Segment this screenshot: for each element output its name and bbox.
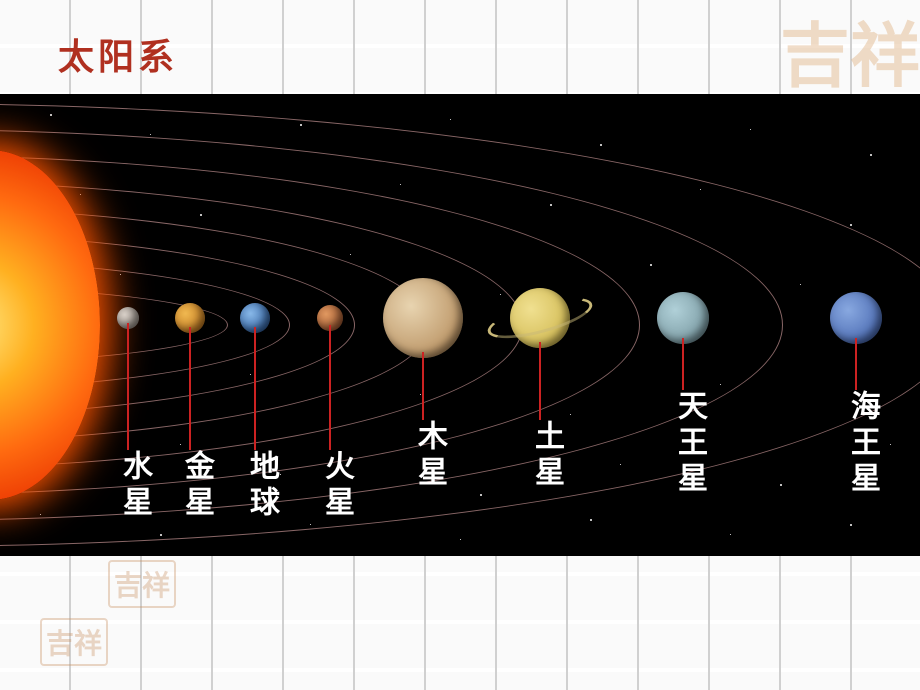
watermark-stamp-1: 吉祥: [108, 560, 176, 608]
pointer-0: [127, 323, 129, 450]
planet-天王星: [657, 292, 709, 344]
planet-label-3: 火星: [314, 450, 358, 522]
planet-label-5: 土星: [524, 420, 568, 492]
pointer-7: [855, 338, 857, 390]
planet-木星: [383, 278, 463, 358]
planet-label-1: 金星: [174, 450, 218, 522]
pointer-4: [422, 352, 424, 420]
pointer-1: [189, 327, 191, 450]
watermark-stamp-2: 吉祥: [40, 618, 108, 666]
solar-system-diagram: 水星金星地球火星木星 土星 天王星 海王星: [0, 94, 920, 556]
planet-label-4: 木星: [407, 420, 451, 492]
pointer-5: [539, 342, 541, 420]
pointer-3: [329, 325, 331, 450]
planet-label-0: 水星: [112, 450, 156, 522]
page-title: 太阳系: [58, 28, 178, 80]
planet-label-2: 地球: [239, 450, 283, 522]
planet-海王星: [830, 292, 882, 344]
planet-label-6: 天王星: [667, 390, 711, 498]
planet-label-7: 海王星: [840, 390, 884, 498]
watermark-top-right: 吉祥: [780, 0, 920, 101]
pointer-2: [254, 327, 256, 450]
pointer-6: [682, 338, 684, 390]
